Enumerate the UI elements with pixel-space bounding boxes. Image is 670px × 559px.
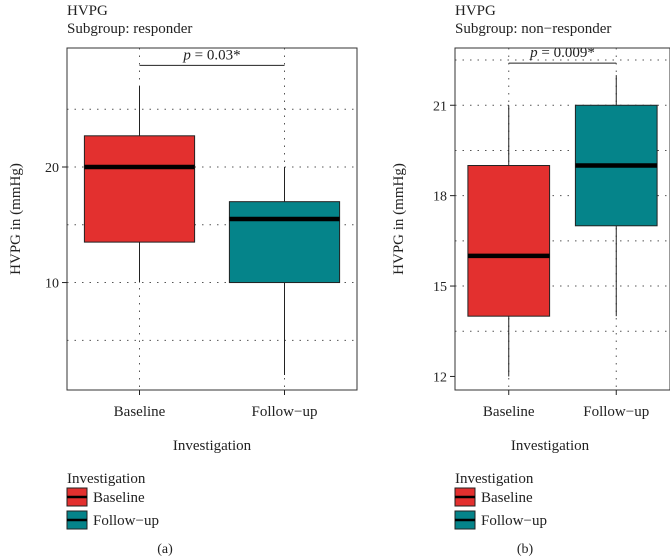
legend-entry: Baseline bbox=[481, 490, 533, 506]
box-followup bbox=[228, 201, 341, 284]
y-tick-label: 12 bbox=[433, 370, 447, 385]
panel-label: (b) bbox=[517, 542, 534, 557]
box-baseline bbox=[83, 135, 196, 243]
chart-title: HVPG bbox=[455, 3, 496, 19]
legend-title: Investigation bbox=[67, 471, 146, 487]
p-value: = 0.009* bbox=[538, 45, 595, 61]
x-axis-label: Investigation bbox=[173, 438, 252, 454]
y-axis-label: HVPG in (mmHg) bbox=[391, 163, 407, 275]
plot-frame bbox=[66, 47, 358, 391]
chart-subtitle: Subgroup: responder bbox=[67, 21, 192, 37]
chart-subtitle: Subgroup: non−responder bbox=[455, 21, 611, 37]
panel-label: (a) bbox=[157, 542, 173, 557]
plot-frame bbox=[454, 47, 670, 391]
legend-entry: Follow−up bbox=[481, 513, 547, 529]
y-axis-label: HVPG in (mmHg) bbox=[8, 163, 24, 275]
y-tick-label: 18 bbox=[433, 190, 447, 205]
p-value: = 0.03* bbox=[191, 47, 241, 63]
legend-entry: Baseline bbox=[93, 490, 145, 506]
chart-title: HVPG bbox=[67, 3, 108, 19]
p-symbol: p bbox=[182, 47, 191, 63]
panel-b: HVPG Subgroup: non−responder p = 0.009* 12 1… bbox=[391, 3, 670, 557]
box-baseline bbox=[467, 165, 551, 317]
x-tick-label: Baseline bbox=[114, 404, 166, 420]
y-tick-label: 21 bbox=[433, 99, 447, 114]
panel-a: HVPG Subgroup: responder p = 0.03* 10 20 Base… bbox=[8, 3, 358, 557]
y-tick-label: 20 bbox=[45, 161, 59, 176]
x-tick-label: Baseline bbox=[483, 404, 535, 420]
x-tick-label: Follow−up bbox=[252, 404, 318, 420]
significance-label: p = 0.009* bbox=[529, 45, 595, 61]
legend-title: Investigation bbox=[455, 471, 534, 487]
significance-label: p = 0.03* bbox=[182, 47, 240, 63]
legend-entry: Follow−up bbox=[93, 513, 159, 529]
y-tick-label: 10 bbox=[45, 277, 59, 292]
x-axis-label: Investigation bbox=[511, 438, 590, 454]
y-tick-label: 15 bbox=[433, 280, 447, 295]
p-symbol: p bbox=[529, 45, 538, 61]
x-tick-label: Follow−up bbox=[583, 404, 649, 420]
